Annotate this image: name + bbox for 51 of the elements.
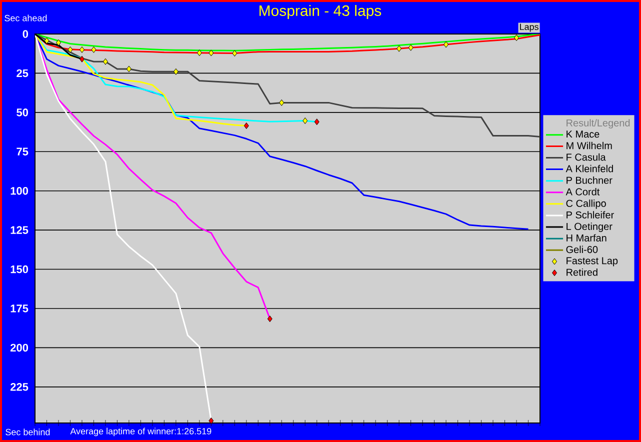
legend-label: P Buchner	[566, 176, 612, 184]
legend-label: F Casula	[566, 153, 606, 161]
point	[79, 56, 84, 62]
y-tick-label: 100	[10, 186, 28, 195]
text: Average laptime of winner:1:26.519	[70, 428, 212, 436]
point	[56, 39, 61, 46]
point	[68, 46, 73, 53]
point	[79, 46, 84, 53]
legend-label: H Marfan	[566, 234, 606, 242]
legend-label: C Callipo	[566, 200, 606, 209]
point	[279, 99, 284, 106]
legend-label: M Wilhelm	[566, 142, 612, 150]
x-axis-title: Laps	[520, 24, 538, 32]
point	[244, 122, 249, 130]
y-axis-title: Sec ahead	[4, 14, 47, 22]
point	[126, 66, 132, 72]
point	[232, 50, 238, 57]
legend-label: K Mace	[566, 130, 600, 138]
chart-title: Mosprain - 43 laps	[260, 5, 382, 19]
point	[302, 117, 308, 124]
y-tick-label: 150	[10, 265, 28, 274]
point	[208, 418, 214, 424]
legend-label: L Oetinger	[566, 222, 612, 232]
legend-label: Geli-60	[566, 246, 598, 254]
y-tick-label: 175	[10, 304, 28, 312]
y-tick-label: 75	[16, 148, 28, 156]
legend-label: P Schleifer	[566, 211, 614, 218]
point	[314, 118, 320, 126]
point	[44, 37, 50, 44]
point	[444, 41, 449, 48]
legend-label: A Kleinfeld	[566, 164, 613, 172]
legend-label: A Cordt	[566, 188, 600, 196]
y-tick-label: 200	[10, 344, 28, 352]
point	[91, 46, 96, 53]
point	[196, 50, 202, 56]
y-tick-label: 0	[22, 30, 28, 38]
y-tick-label: 25	[16, 69, 28, 78]
y-tick-label: 225	[10, 383, 28, 391]
point	[396, 45, 402, 52]
point	[514, 34, 519, 42]
point	[102, 58, 108, 65]
point	[267, 316, 272, 322]
legend-label: Fastest Lap	[566, 257, 618, 266]
y-tick-label: 50	[16, 108, 28, 116]
point	[408, 44, 414, 51]
text: Sec behind	[6, 428, 50, 436]
legend-label: Retired	[566, 268, 598, 276]
point	[208, 50, 214, 56]
point	[173, 68, 178, 75]
y-tick-label: 125	[10, 226, 28, 234]
legend-title: Result/Legend	[566, 119, 630, 128]
